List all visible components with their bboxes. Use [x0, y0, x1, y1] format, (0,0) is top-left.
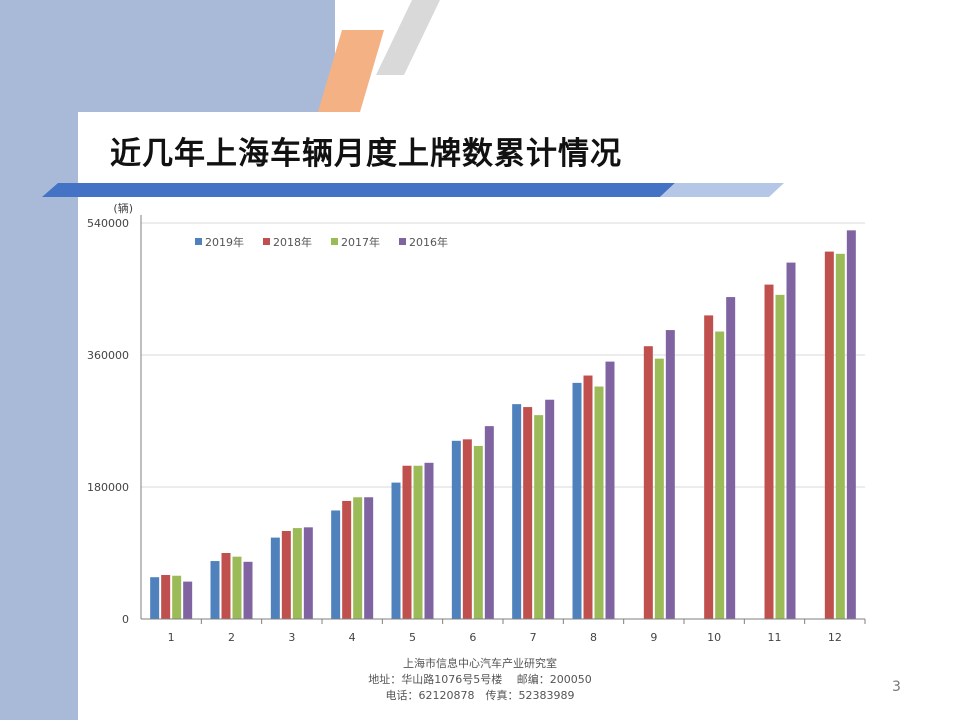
bar [172, 575, 182, 619]
bar [726, 297, 736, 619]
bar [583, 375, 593, 619]
page-title: 近几年上海车辆月度上牌数累计情况 [110, 136, 622, 172]
bars [150, 230, 856, 620]
y-tick-label: 540000 [87, 217, 129, 230]
bar [462, 439, 472, 619]
footer-info: 上海市信息中心汽车产业研究室 地址：华山路1076号5号楼 邮编：200050 … [330, 656, 630, 704]
x-tick-label: 12 [828, 631, 842, 644]
bar [715, 331, 725, 619]
bar [473, 445, 483, 619]
x-tick-label: 3 [288, 631, 295, 644]
bar [183, 581, 193, 619]
bar [846, 230, 856, 620]
legend-label: 2018年 [273, 235, 312, 249]
legend-label: 2019年 [205, 235, 244, 249]
bar [281, 531, 291, 619]
y-tick-label: 180000 [87, 481, 129, 494]
x-tick-label: 5 [409, 631, 416, 644]
bar [292, 528, 302, 619]
x-tick-label: 4 [349, 631, 356, 644]
bar [545, 399, 555, 619]
x-tick-label: 8 [590, 631, 597, 644]
bar [824, 251, 834, 619]
bar [161, 575, 171, 619]
bar [342, 500, 352, 619]
bar [643, 346, 653, 619]
bar [232, 556, 242, 619]
title-underline-blue [42, 183, 675, 197]
footer-address: 地址：华山路1076号5号楼 邮编：200050 [368, 673, 592, 686]
bar [484, 426, 494, 619]
bar [523, 407, 533, 619]
legend-label: 2017年 [341, 235, 380, 249]
bar [331, 510, 341, 619]
bar [775, 294, 785, 619]
bar [534, 415, 544, 619]
x-tick-label: 11 [768, 631, 782, 644]
bar [270, 537, 280, 619]
x-tick-label: 6 [469, 631, 476, 644]
y-tick-label: 0 [122, 613, 129, 626]
legend-swatch [195, 238, 202, 245]
bar [243, 561, 253, 619]
x-tick-label: 10 [707, 631, 721, 644]
bar [512, 404, 522, 619]
bar [303, 527, 313, 619]
bar [764, 284, 774, 619]
y-axis-label: (辆) [113, 201, 133, 215]
bar [605, 361, 615, 619]
x-tick-label: 2 [228, 631, 235, 644]
x-tick-label: 7 [530, 631, 537, 644]
footer-org: 上海市信息中心汽车产业研究室 [403, 657, 557, 670]
top-decor-band [0, 0, 335, 112]
bar [402, 465, 412, 619]
legend-swatch [399, 238, 406, 245]
chart-container: (辆) 0 180000 360000 540000 1 2 3 4 5 6 7 8 9 10 11 12 20… [83, 198, 873, 648]
legend-swatch [331, 238, 338, 245]
legend: 2019年 2018年 2017年 2016年 [195, 235, 448, 249]
bar [221, 553, 231, 619]
bar [665, 330, 675, 619]
bar [654, 358, 664, 619]
footer-phone: 电话：62120878 传真：52383989 [385, 689, 575, 702]
x-tick-label: 1 [168, 631, 175, 644]
bar [210, 561, 220, 619]
bar [451, 440, 461, 619]
bar [786, 262, 796, 619]
x-tick-label: 9 [650, 631, 657, 644]
bar [413, 465, 423, 619]
bar [594, 386, 604, 619]
title-underline-light [660, 183, 784, 197]
page-number: 3 [892, 679, 901, 695]
bar [424, 462, 434, 619]
gridlines [141, 222, 865, 488]
bar [353, 497, 363, 619]
bar [150, 577, 160, 619]
bar [704, 315, 714, 619]
bar [835, 253, 845, 620]
left-decor-band [0, 0, 78, 720]
bar [364, 497, 374, 619]
y-tick-label: 360000 [87, 349, 129, 362]
bar [391, 482, 401, 619]
legend-swatch [263, 238, 270, 245]
bar [572, 382, 582, 619]
legend-label: 2016年 [409, 235, 448, 249]
